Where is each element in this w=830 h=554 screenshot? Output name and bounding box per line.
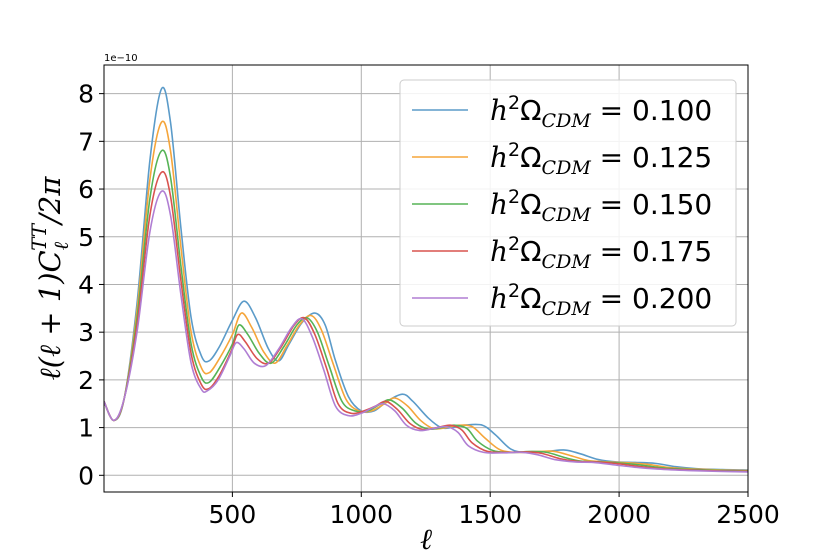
legend-entry-label: h2ΩCDM = 0.200: [490, 280, 712, 320]
x-tick-label: 500: [209, 500, 257, 529]
y-tick-label: 5: [78, 223, 94, 252]
y-tick-label: 4: [78, 270, 94, 299]
y-tick-label: 6: [78, 175, 94, 204]
x-tick-label: 2000: [587, 500, 651, 529]
y-tick-label: 3: [78, 318, 94, 347]
y-tick-label: 1: [78, 414, 94, 443]
y-axis-ticks: 0 1 2 3 4 5 6 7 8: [78, 80, 104, 490]
legend: h2ΩCDM = 0.100 h2ΩCDM = 0.125 h2ΩCDM = 0.1…: [399, 79, 737, 327]
plot-area-frame: [103, 64, 749, 493]
x-axis-label: ℓ: [420, 522, 432, 554]
legend-box: [399, 79, 737, 327]
y-axis-label: ℓ(ℓ + 1)CℓTT/2π: [27, 176, 73, 381]
series-line-1: [104, 86, 748, 471]
series-lines: [104, 86, 748, 473]
y-tick-label: 2: [78, 366, 94, 395]
x-tick-label: 1000: [329, 500, 393, 529]
legend-entry-label: h2ΩCDM = 0.175: [490, 233, 712, 273]
x-tick-label: 1500: [458, 500, 522, 529]
y-tick-label: 0: [78, 461, 94, 490]
x-axis-ticks: 500 1000 1500 2000 2500: [209, 492, 780, 529]
legend-entry-label: h2ΩCDM = 0.125: [490, 139, 712, 179]
series-line-3: [104, 149, 748, 472]
series-line-2: [104, 120, 748, 472]
y-tick-label: 8: [78, 80, 94, 109]
legend-entry-label: h2ΩCDM = 0.100: [490, 92, 712, 132]
y-tick-label: 7: [78, 127, 94, 156]
legend-entry-label: h2ΩCDM = 0.150: [490, 186, 712, 226]
x-tick-label: 2500: [716, 500, 780, 529]
series-line-4: [104, 170, 748, 473]
y-exponent-label: 1e−10: [104, 53, 138, 64]
series-line-5: [104, 190, 748, 473]
